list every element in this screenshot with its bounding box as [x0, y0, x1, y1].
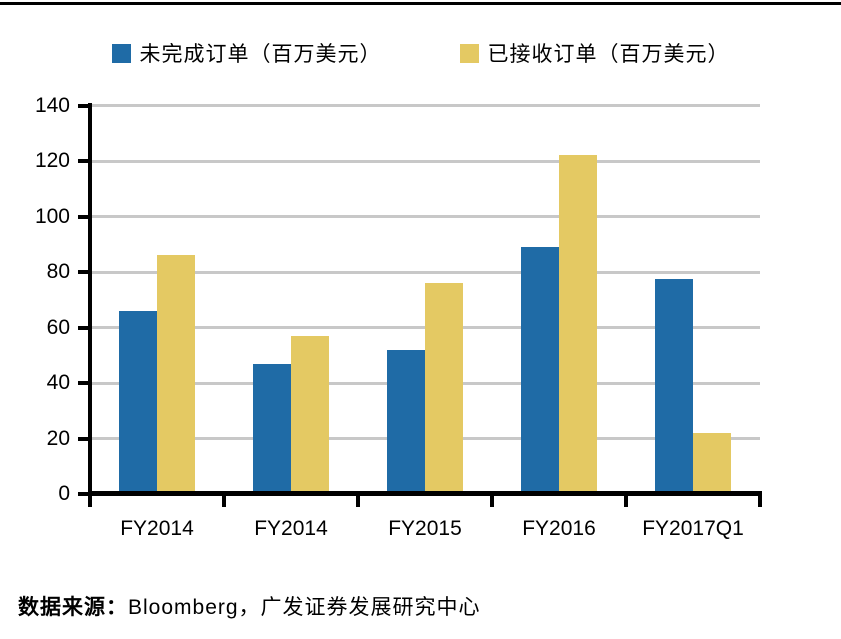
source-label: 数据来源： — [18, 596, 128, 619]
y-axis-tick-label: 60 — [46, 315, 70, 339]
source-text: Bloomberg，广发证券发展研究中心 — [128, 596, 481, 619]
bar-series1-fy2016 — [559, 155, 597, 494]
x-axis-category-label: FY2014 — [254, 517, 328, 540]
y-axis-line — [88, 103, 92, 496]
y-axis-tick — [78, 325, 90, 330]
bar-series1-fy2017q1 — [693, 432, 731, 494]
y-axis-tick-label: 20 — [46, 426, 70, 450]
y-axis-tick — [78, 159, 90, 163]
x-axis-tick — [88, 492, 92, 507]
bar-series0-fy2017q1 — [655, 278, 693, 494]
legend-swatch-blue — [111, 43, 131, 63]
legend-label: 未完成订单（百万美元） — [139, 43, 382, 66]
x-axis-tick — [356, 492, 360, 507]
x-axis-line — [88, 491, 762, 496]
legend-item-unfilled-orders: 未完成订单（百万美元） — [111, 38, 382, 68]
gridline — [92, 159, 760, 163]
y-axis-tick-label: 40 — [46, 371, 70, 394]
x-axis-tick — [222, 492, 226, 507]
bar-series0-fy2016 — [521, 247, 559, 494]
gridline — [92, 270, 760, 274]
top-divider — [0, 2, 841, 5]
bar-series0-fy2015 — [387, 349, 425, 494]
x-axis-category-label: FY2016 — [522, 517, 596, 540]
bar-series0-fy2014 — [119, 310, 157, 494]
x-axis-tick — [758, 492, 762, 507]
gridline — [92, 215, 760, 218]
bar-series0-fy2014 — [253, 363, 291, 494]
x-axis-tick — [490, 492, 494, 507]
y-axis-tick — [78, 436, 90, 441]
bar-series1-fy2014 — [157, 255, 195, 494]
legend-item-received-orders: 已接收订单（百万美元） — [459, 38, 730, 68]
bar-series1-fy2014 — [291, 335, 329, 494]
gridline — [92, 104, 760, 107]
y-axis-tick — [78, 492, 90, 496]
y-axis-tick — [78, 214, 90, 219]
y-axis-tick-label: 0 — [58, 482, 70, 505]
y-axis-tick-label: 120 — [34, 149, 70, 172]
x-axis-category-label: FY2014 — [120, 517, 194, 540]
bar-series1-fy2015 — [425, 283, 463, 494]
legend-swatch-yellow — [459, 43, 479, 63]
y-axis-tick-label: 80 — [46, 260, 70, 283]
y-axis-tick-label: 140 — [34, 93, 70, 117]
x-axis-tick — [624, 492, 628, 507]
y-axis-tick-label: 100 — [34, 204, 70, 228]
y-axis-tick — [78, 103, 90, 108]
y-axis-tick — [78, 270, 90, 274]
y-axis-tick — [78, 381, 90, 385]
plot-area: 0 20 40 60 80 100 120 140 FY2014 FY2014 FY2015 FY20… — [35, 94, 762, 540]
legend-label: 已接收订单（百万美元） — [487, 43, 730, 66]
chart-legend: 未完成订单（百万美元） 已接收订单（百万美元） — [0, 38, 841, 68]
source-note: 数据来源：Bloomberg，广发证券发展研究中心 — [18, 591, 481, 621]
x-axis-category-label: FY2017Q1 — [642, 517, 744, 540]
x-axis-category-label: FY2015 — [388, 517, 462, 540]
